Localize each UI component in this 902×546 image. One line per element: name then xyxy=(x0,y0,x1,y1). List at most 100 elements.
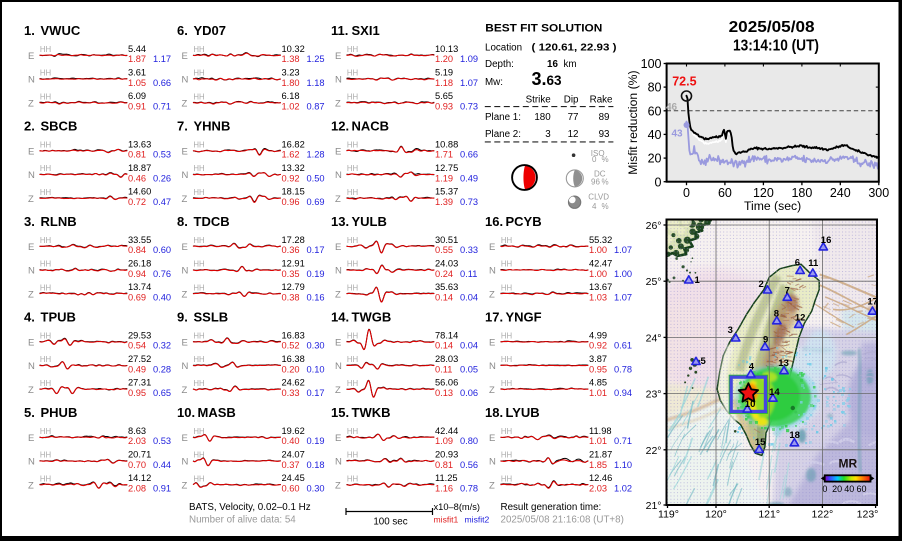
svg-text:1.16: 1.16 xyxy=(435,484,453,494)
svg-text:0.11: 0.11 xyxy=(435,364,452,374)
svg-text:HH: HH xyxy=(193,355,204,364)
svg-text:15.: 15. xyxy=(331,405,349,420)
svg-text:10.13: 10.13 xyxy=(435,44,458,54)
svg-text:1.02: 1.02 xyxy=(614,484,632,494)
svg-text:HH: HH xyxy=(501,331,512,340)
svg-text:0.36: 0.36 xyxy=(282,245,300,255)
svg-text:0.17: 0.17 xyxy=(307,388,325,398)
svg-text:4.: 4. xyxy=(24,310,35,325)
svg-text:0.49: 0.49 xyxy=(128,364,146,374)
svg-text:0.32: 0.32 xyxy=(153,341,171,351)
svg-text:55.32: 55.32 xyxy=(589,235,612,245)
svg-text:N: N xyxy=(28,75,35,86)
svg-text:SBCB: SBCB xyxy=(41,119,78,134)
svg-text:1.09: 1.09 xyxy=(460,54,478,64)
svg-text:TDCB: TDCB xyxy=(194,214,230,229)
svg-text:56.06: 56.06 xyxy=(435,378,458,388)
svg-text:12.91: 12.91 xyxy=(282,259,305,269)
svg-text:HH: HH xyxy=(347,140,358,149)
svg-text:0.30: 0.30 xyxy=(307,484,325,494)
svg-text:1.07: 1.07 xyxy=(460,78,478,88)
svg-text:0.38: 0.38 xyxy=(282,293,300,303)
svg-text:6: 6 xyxy=(795,258,800,269)
svg-text:0.11: 0.11 xyxy=(460,269,477,279)
svg-text:12: 12 xyxy=(795,313,806,324)
svg-text:N: N xyxy=(489,266,496,277)
svg-text:16.38: 16.38 xyxy=(282,354,305,364)
svg-text:N: N xyxy=(335,170,342,181)
svg-text:0.17: 0.17 xyxy=(307,245,325,255)
svg-text:HH: HH xyxy=(193,427,204,436)
svg-text:22°: 22° xyxy=(646,445,662,457)
svg-text:1.28: 1.28 xyxy=(307,150,325,160)
svg-text:16: 16 xyxy=(821,235,832,246)
svg-text:Z: Z xyxy=(335,98,341,109)
svg-text:HH: HH xyxy=(347,69,358,78)
svg-text:0.60: 0.60 xyxy=(153,245,171,255)
svg-text:0.33: 0.33 xyxy=(460,245,478,255)
svg-text:8.63: 8.63 xyxy=(128,426,146,436)
svg-text:0.19: 0.19 xyxy=(307,436,325,446)
svg-text:3.: 3. xyxy=(24,214,35,229)
svg-text:HH: HH xyxy=(501,355,512,364)
svg-text:7.: 7. xyxy=(177,119,188,134)
svg-text:HH: HH xyxy=(40,45,51,54)
svg-text:13.32: 13.32 xyxy=(282,163,305,173)
svg-text:0.92: 0.92 xyxy=(589,341,607,351)
svg-text:E: E xyxy=(28,51,34,62)
svg-text:26°: 26° xyxy=(646,220,662,232)
svg-text:12: 12 xyxy=(568,129,579,140)
svg-text:5.: 5. xyxy=(24,405,35,420)
svg-text:24.07: 24.07 xyxy=(282,450,305,460)
svg-text:HH: HH xyxy=(347,451,358,460)
svg-text:0.91: 0.91 xyxy=(128,102,146,112)
svg-text:180: 180 xyxy=(534,112,551,123)
svg-text:%: % xyxy=(602,155,609,164)
svg-text:Z: Z xyxy=(489,289,495,300)
svg-text:N: N xyxy=(28,266,35,277)
svg-text:12.75: 12.75 xyxy=(435,163,458,173)
svg-text:HH: HH xyxy=(347,379,358,388)
svg-text:0.53: 0.53 xyxy=(153,436,171,446)
svg-text:PCYB: PCYB xyxy=(506,214,542,229)
svg-text:SXI1: SXI1 xyxy=(352,23,380,38)
svg-text:0.54: 0.54 xyxy=(128,341,146,351)
svg-text:SSLB: SSLB xyxy=(194,310,229,325)
svg-text:0.95: 0.95 xyxy=(128,388,146,398)
svg-text:Z: Z xyxy=(28,385,34,396)
svg-text:Z: Z xyxy=(182,194,188,205)
svg-text:0.92: 0.92 xyxy=(282,173,300,183)
svg-text:0.65: 0.65 xyxy=(153,388,171,398)
svg-text:0.04: 0.04 xyxy=(460,341,478,351)
svg-text:4: 4 xyxy=(592,202,597,211)
svg-text:2.: 2. xyxy=(24,119,35,134)
svg-text:10: 10 xyxy=(745,399,756,410)
svg-text:20.71: 20.71 xyxy=(128,450,151,460)
svg-text:1.03: 1.03 xyxy=(589,293,607,303)
svg-text:17.: 17. xyxy=(485,310,503,325)
svg-text:80: 80 xyxy=(648,81,662,95)
svg-text:HH: HH xyxy=(347,474,358,483)
svg-text:0.28: 0.28 xyxy=(153,364,171,374)
svg-text:1.62: 1.62 xyxy=(282,150,300,160)
svg-text:HH: HH xyxy=(40,355,51,364)
svg-text:N: N xyxy=(335,457,342,468)
svg-text:119°: 119° xyxy=(658,509,679,521)
svg-text:E: E xyxy=(28,242,34,253)
svg-text:60: 60 xyxy=(648,104,662,118)
svg-text:( 120.61, 22.93 ): ( 120.61, 22.93 ) xyxy=(532,42,617,53)
svg-text:18.15: 18.15 xyxy=(282,187,305,197)
svg-text:N: N xyxy=(182,266,189,277)
svg-text:0.69: 0.69 xyxy=(307,197,325,207)
svg-text:123°: 123° xyxy=(857,509,879,521)
svg-text:HH: HH xyxy=(193,379,204,388)
svg-text:HH: HH xyxy=(347,283,358,292)
svg-text:Z: Z xyxy=(489,480,495,491)
svg-text:N: N xyxy=(28,457,35,468)
svg-text:E: E xyxy=(489,242,495,253)
svg-text:1.07: 1.07 xyxy=(614,245,632,255)
svg-text:Mw:: Mw: xyxy=(485,77,503,88)
svg-text:N: N xyxy=(182,170,189,181)
svg-text:0.91: 0.91 xyxy=(153,484,171,494)
svg-text:0.80: 0.80 xyxy=(460,436,478,446)
